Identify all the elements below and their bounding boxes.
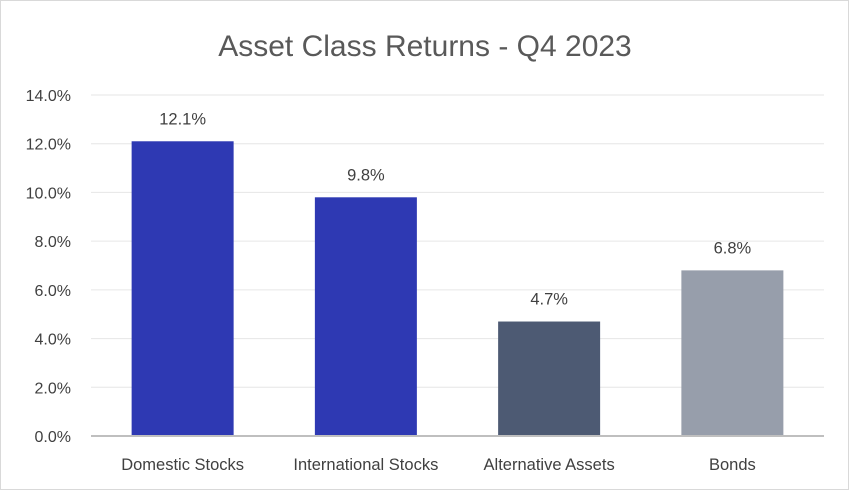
y-tick-label: 4.0% — [35, 332, 71, 349]
x-axis-category-labels: Domestic Stocks International Stocks Alter… — [121, 456, 756, 474]
data-label: 6.8% — [714, 239, 752, 257]
data-label: 12.1% — [159, 110, 206, 128]
bar-international-stocks — [314, 197, 417, 436]
y-tick-label: 6.0% — [35, 283, 71, 300]
bar-domestic-stocks — [131, 141, 234, 436]
x-category-label: Alternative Assets — [484, 456, 615, 474]
y-tick-label: 2.0% — [35, 380, 71, 397]
x-category-label: Bonds — [709, 456, 756, 474]
y-tick-label: 8.0% — [35, 234, 71, 251]
y-tick-label: 14.0% — [26, 88, 71, 105]
y-tick-label: 12.0% — [26, 137, 71, 154]
bars — [131, 141, 784, 436]
data-labels: 12.1% 9.8% 4.7% 6.8% — [159, 110, 751, 308]
chart-title: Asset Class Returns - Q4 2023 — [218, 30, 632, 63]
y-tick-label: 10.0% — [26, 185, 71, 202]
x-category-label: Domestic Stocks — [121, 456, 244, 474]
y-tick-label: 0.0% — [35, 429, 71, 446]
x-category-label: International Stocks — [293, 456, 438, 474]
data-label: 9.8% — [347, 166, 385, 184]
y-axis-tick-labels: 0.0% 2.0% 4.0% 6.0% 8.0% 10.0% 12.0% 14.0% — [26, 88, 71, 446]
bar-bonds — [681, 270, 784, 436]
bar-alternative-assets — [498, 321, 601, 436]
data-label: 4.7% — [530, 291, 568, 309]
